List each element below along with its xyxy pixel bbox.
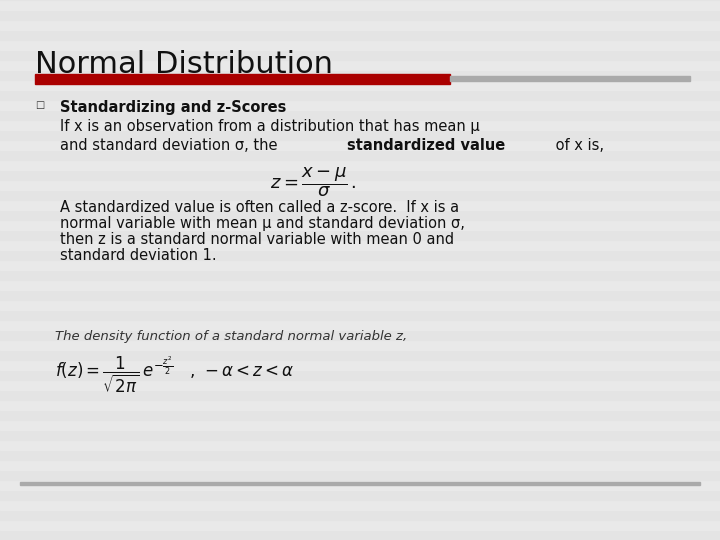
Bar	[0, 380, 720, 390]
Bar	[0, 290, 720, 300]
Text: □: □	[35, 100, 44, 110]
Text: standard deviation 1.: standard deviation 1.	[60, 248, 217, 263]
Bar	[0, 140, 720, 150]
Bar	[35, 74, 450, 84]
Text: then z is a standard normal variable with mean 0 and: then z is a standard normal variable wit…	[60, 232, 454, 247]
Text: $z=\dfrac{x-\mu}{\sigma}\,.$: $z=\dfrac{x-\mu}{\sigma}\,.$	[270, 165, 356, 199]
Bar	[0, 480, 720, 490]
Bar	[0, 230, 720, 240]
Bar	[0, 510, 720, 520]
Text: and standard deviation σ, the: and standard deviation σ, the	[60, 138, 282, 153]
Bar	[0, 450, 720, 460]
Bar	[0, 430, 720, 440]
Text: normal variable with mean μ and standard deviation σ,: normal variable with mean μ and standard…	[60, 216, 465, 231]
Bar	[0, 360, 720, 370]
Bar	[0, 130, 720, 140]
Bar	[0, 80, 720, 90]
Bar	[0, 120, 720, 130]
Bar	[0, 220, 720, 230]
Bar	[0, 150, 720, 160]
Bar	[0, 470, 720, 480]
Bar	[0, 40, 720, 50]
Bar	[0, 350, 720, 360]
Text: Normal Distribution: Normal Distribution	[35, 50, 333, 79]
Bar	[0, 370, 720, 380]
Bar	[0, 520, 720, 530]
Bar	[0, 20, 720, 30]
Text: $f(z)=\dfrac{1}{\sqrt{2\pi}}\,e^{-\frac{z^2}{2}}\quad,\,-\alpha< z <\alpha$: $f(z)=\dfrac{1}{\sqrt{2\pi}}\,e^{-\frac{…	[55, 355, 294, 395]
Bar	[0, 530, 720, 540]
Bar	[0, 100, 720, 110]
Bar	[0, 250, 720, 260]
Bar	[0, 400, 720, 410]
Bar	[0, 460, 720, 470]
Bar	[0, 180, 720, 190]
Text: A standardized value is often called a z-score.  If x is a: A standardized value is often called a z…	[60, 200, 459, 215]
Bar	[0, 50, 720, 60]
Bar	[20, 482, 700, 485]
Bar	[0, 190, 720, 200]
Bar	[0, 210, 720, 220]
Bar	[0, 30, 720, 40]
Bar	[0, 110, 720, 120]
Bar	[0, 440, 720, 450]
Bar	[0, 280, 720, 290]
Bar	[0, 310, 720, 320]
Bar	[0, 270, 720, 280]
Text: Standardizing and z-Scores: Standardizing and z-Scores	[60, 100, 287, 115]
Bar	[0, 0, 720, 10]
Text: If x is an observation from a distribution that has mean μ: If x is an observation from a distributi…	[60, 119, 480, 134]
Bar	[0, 170, 720, 180]
Bar	[0, 390, 720, 400]
Bar	[0, 10, 720, 20]
Bar	[0, 60, 720, 70]
Text: The density function of a standard normal variable z,: The density function of a standard norma…	[55, 330, 408, 343]
Bar	[0, 240, 720, 250]
Bar	[0, 200, 720, 210]
Bar	[0, 300, 720, 310]
Bar	[0, 490, 720, 500]
Text: of x is,: of x is,	[551, 138, 604, 153]
Bar	[0, 70, 720, 80]
Bar	[0, 340, 720, 350]
Text: standardized value: standardized value	[346, 138, 505, 153]
Bar	[450, 76, 690, 81]
Bar	[0, 410, 720, 420]
Bar	[0, 500, 720, 510]
Bar	[0, 260, 720, 270]
Bar	[0, 330, 720, 340]
Bar	[0, 420, 720, 430]
Bar	[0, 90, 720, 100]
Bar	[0, 160, 720, 170]
Bar	[0, 320, 720, 330]
